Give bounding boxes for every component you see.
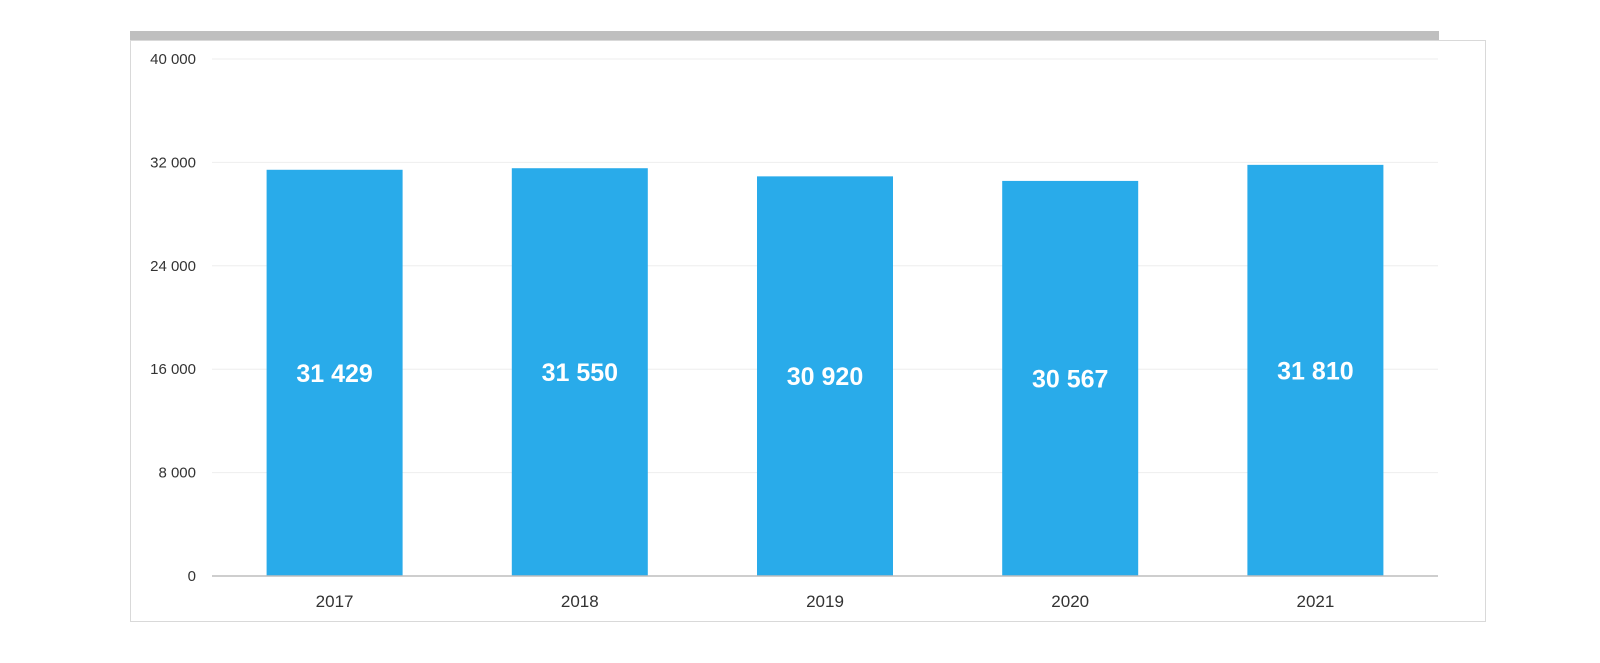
bars (266, 164, 1384, 577)
data-label-2021: 31 810 (1277, 357, 1353, 385)
x-tick-label: 2018 (561, 592, 599, 611)
bar-2019[interactable] (757, 176, 893, 576)
data-labels: 31 429 31 550 30 920 30 567 31 810 (296, 357, 1353, 393)
y-tick-label: 32 000 (150, 154, 196, 171)
data-label-2020: 30 567 (1032, 365, 1108, 393)
bar-2017[interactable] (266, 169, 403, 576)
y-axis-tick-labels: 0 8 000 16 000 24 000 32 000 40 000 (150, 51, 196, 585)
x-tick-label: 2017 (316, 592, 354, 611)
x-tick-label: 2019 (806, 592, 844, 611)
data-label-2018: 31 550 (542, 359, 618, 387)
x-axis-tick-labels: 2017 2018 2019 2020 2021 (316, 592, 1335, 611)
chart-header-bar (130, 31, 1439, 40)
x-tick-label: 2020 (1051, 592, 1089, 611)
y-tick-label: 0 (188, 568, 196, 585)
data-label-2017: 31 429 (296, 360, 372, 388)
bar-2018[interactable] (511, 168, 648, 576)
y-tick-label: 24 000 (150, 258, 196, 275)
data-label-2019: 30 920 (787, 363, 863, 391)
y-tick-label: 40 000 (150, 51, 196, 68)
y-tick-label: 8 000 (158, 465, 196, 482)
bar-2021[interactable] (1247, 164, 1384, 576)
y-tick-label: 16 000 (150, 361, 196, 378)
x-tick-label: 2021 (1296, 592, 1334, 611)
bar-2020[interactable] (1002, 180, 1139, 577)
